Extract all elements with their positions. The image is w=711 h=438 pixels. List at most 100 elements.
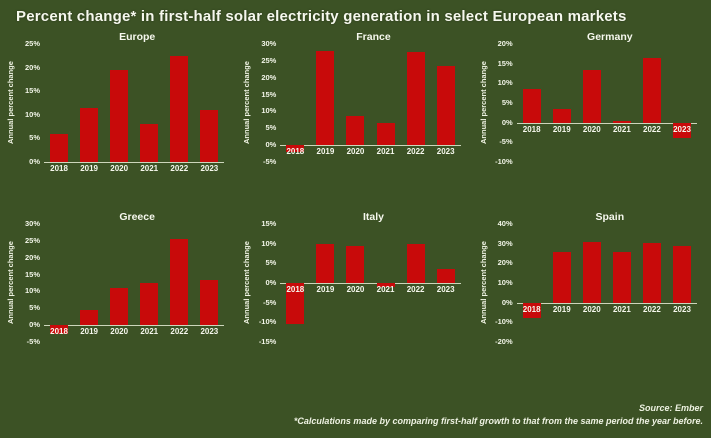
x-tick-label: 2019 xyxy=(552,304,571,314)
x-axis-line xyxy=(44,162,225,163)
y-tick-label: 5% xyxy=(265,123,277,133)
x-tick-label: 2022 xyxy=(643,124,661,134)
y-tick-label: 30% xyxy=(261,39,277,48)
x-tick-label: 2021 xyxy=(612,124,631,134)
y-tick-label: 10% xyxy=(497,278,513,287)
x-tick-label: 2018 xyxy=(50,327,68,337)
chart-greece: Greece Annual percent change 30% 25% 20% 15… xyxy=(6,211,228,375)
y-axis-label: Annual percent change xyxy=(242,241,252,325)
plot-area: 2018 2019 2020 2021 2022 2023 xyxy=(44,44,225,173)
x-tick-label: 2021 xyxy=(376,285,395,294)
bar-2019 xyxy=(552,251,571,303)
y-tick-label: -10% xyxy=(258,317,277,327)
y-tick-label: 25% xyxy=(261,55,277,65)
bar-2019 xyxy=(80,107,99,162)
y-tick-label: 10% xyxy=(24,286,40,296)
y-tick-label: 0% xyxy=(29,157,40,166)
x-axis-line xyxy=(280,145,461,147)
y-tick-label: -5% xyxy=(262,157,277,166)
bar-2022 xyxy=(170,239,189,326)
y-tick-label: 10% xyxy=(261,106,277,116)
plot-area: 2018 2019 2020 2021 2022 2023 xyxy=(516,44,697,162)
chart-europe: Europe Annual percent change 25% 20% 15% 10… xyxy=(6,31,228,195)
chart-germany: Germany Annual percent change 20% 15% 10% 5… xyxy=(479,31,701,195)
y-tick-label: 15% xyxy=(24,269,40,279)
y-axis-label: Annual percent change xyxy=(6,61,15,145)
x-tick-label: 2023 xyxy=(200,164,219,173)
bar-2021 xyxy=(376,123,395,146)
x-tick-label: 2019 xyxy=(316,147,335,157)
x-tick-label: 2021 xyxy=(376,147,395,157)
bar-2018 xyxy=(522,89,541,123)
y-axis-label: Annual percent change xyxy=(6,241,15,325)
charts-grid: Europe Annual percent change 25% 20% 15% 10… xyxy=(0,27,711,375)
y-tick-label: -5% xyxy=(26,337,40,346)
y-axis-label: Annual percent change xyxy=(242,61,252,145)
y-tick-label: 10% xyxy=(24,109,40,119)
bar-2021 xyxy=(612,120,631,123)
x-axis-labels: 2018 2019 2020 2021 2022 2023 xyxy=(44,164,224,174)
x-tick-label: 2020 xyxy=(110,327,129,337)
bar-2022 xyxy=(642,242,661,303)
chart-title: Spain xyxy=(595,211,625,223)
chart-france: France Annual percent change 30% 25% 20% 15… xyxy=(242,31,464,195)
y-tick-label: 30% xyxy=(24,219,40,228)
y-tick-label: 20% xyxy=(497,39,513,48)
y-tick-label: 15% xyxy=(261,89,277,99)
x-tick-label: 2022 xyxy=(170,327,189,337)
bar-2018 xyxy=(286,145,305,152)
chart-title: Greece xyxy=(119,211,155,223)
y-axis: 15% 10% 5% 0% -5% -10% -15% xyxy=(254,220,280,346)
y-tick-label: 0% xyxy=(501,117,513,127)
y-tick-label: -10% xyxy=(495,157,513,166)
x-axis-labels: 2018 2019 2020 2021 2022 2023 xyxy=(280,285,460,295)
y-tick-label: 5% xyxy=(501,98,513,107)
y-axis: 25% 20% 15% 10% 5% 0% xyxy=(18,40,44,166)
y-tick-label: 0% xyxy=(265,278,277,287)
y-tick-label: 30% xyxy=(497,238,513,248)
y-tick-label: 40% xyxy=(497,219,513,228)
y-tick-label: -15% xyxy=(258,337,277,346)
bar-2023 xyxy=(200,110,219,162)
x-tick-label: 2023 xyxy=(436,285,455,294)
y-tick-label: -5% xyxy=(262,297,277,307)
bar-2019 xyxy=(316,50,335,146)
y-tick-label: 5% xyxy=(265,258,277,268)
y-tick-label: 20% xyxy=(24,252,40,262)
y-tick-label: -20% xyxy=(495,337,513,346)
x-axis-line xyxy=(44,325,225,327)
x-axis-line xyxy=(280,283,461,284)
bar-2019 xyxy=(316,243,335,283)
bar-2020 xyxy=(346,245,365,283)
bar-2018 xyxy=(286,283,305,325)
y-tick-label: 0% xyxy=(265,140,277,150)
y-tick-label: 25% xyxy=(24,39,40,48)
bar-2018 xyxy=(522,302,541,319)
x-tick-label: 2020 xyxy=(582,304,601,314)
x-tick-label: 2020 xyxy=(346,285,365,294)
y-axis: 20% 15% 10% 5% 0% -5% -10% xyxy=(491,40,517,166)
bar-2019 xyxy=(80,309,99,326)
x-axis-line xyxy=(516,122,697,124)
footnote: *Calculations made by comparing first-ha… xyxy=(293,416,703,426)
x-tick-label: 2023 xyxy=(436,147,455,157)
x-tick-label: 2023 xyxy=(673,304,691,314)
chart-title: Italy xyxy=(362,211,384,223)
x-tick-label: 2020 xyxy=(582,124,601,134)
x-tick-label: 2020 xyxy=(346,147,365,157)
x-tick-label: 2018 xyxy=(286,147,305,157)
y-axis: 30% 25% 20% 15% 10% 5% 0% -5% xyxy=(254,40,280,166)
x-tick-label: 2019 xyxy=(552,124,571,134)
bar-2022 xyxy=(170,55,189,162)
x-tick-label: 2023 xyxy=(673,124,691,134)
y-axis-label: Annual percent change xyxy=(478,241,488,325)
x-tick-label: 2020 xyxy=(110,164,129,173)
y-tick-label: 20% xyxy=(261,72,277,82)
bar-2022 xyxy=(406,52,425,146)
x-tick-label: 2021 xyxy=(140,164,159,173)
footer: Source: Ember *Calculations made by comp… xyxy=(294,402,703,428)
x-tick-label: 2021 xyxy=(612,304,631,314)
bar-2022 xyxy=(642,57,661,123)
bar-2021 xyxy=(612,251,631,303)
x-tick-label: 2018 xyxy=(50,164,68,173)
